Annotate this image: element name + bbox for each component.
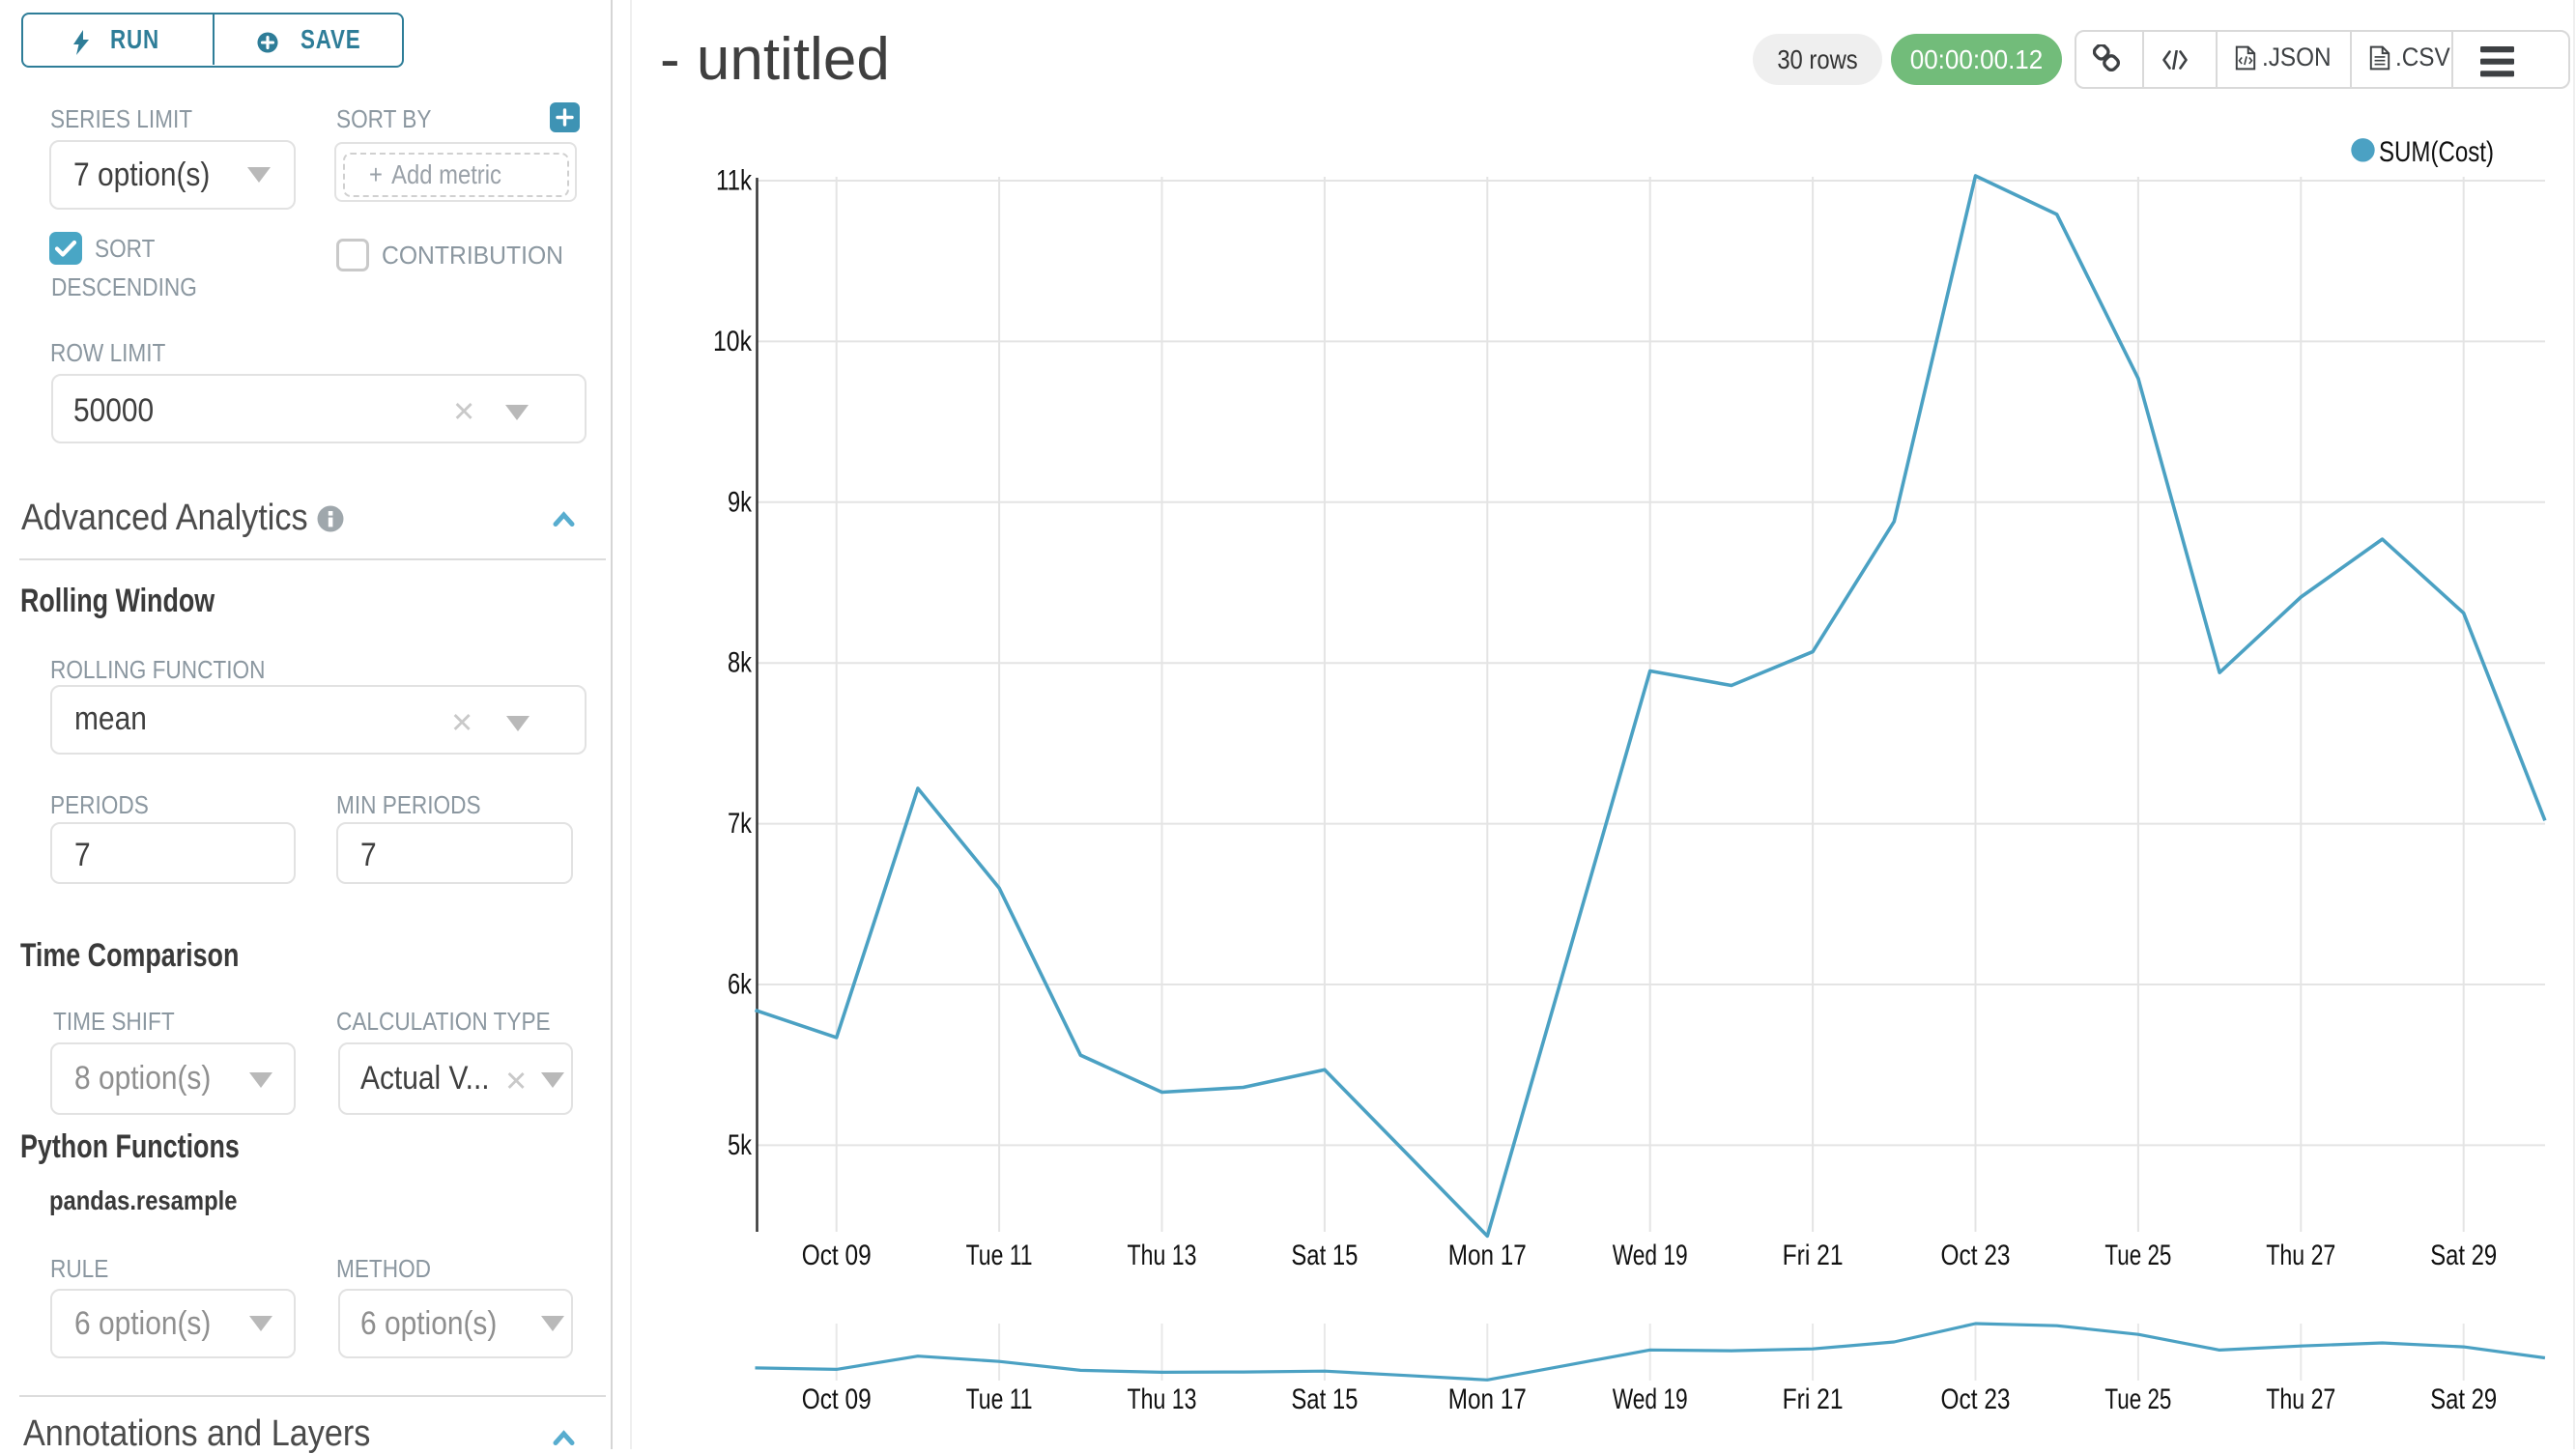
svg-text:9k: 9k [728,486,753,518]
svg-text:Thu 13: Thu 13 [1128,1383,1197,1415]
svg-text:Tue 25: Tue 25 [2104,1383,2171,1415]
svg-text:10k: 10k [713,326,753,357]
svg-text:11k: 11k [716,165,753,197]
svg-text:8k: 8k [728,647,753,679]
svg-text:Oct 23: Oct 23 [1941,1383,2011,1415]
svg-text:Thu 27: Thu 27 [2266,1383,2335,1415]
svg-text:SUM(Cost): SUM(Cost) [2379,136,2494,168]
svg-text:Oct 23: Oct 23 [1941,1240,2011,1271]
svg-text:Mon 17: Mon 17 [1448,1240,1527,1271]
svg-text:Oct 09: Oct 09 [802,1240,872,1271]
svg-text:Sat 15: Sat 15 [1291,1383,1358,1415]
svg-text:6k: 6k [728,969,753,1001]
svg-text:Oct 09: Oct 09 [802,1383,872,1415]
svg-text:Tue 11: Tue 11 [966,1383,1033,1415]
svg-text:Fri 21: Fri 21 [1783,1383,1844,1415]
svg-text:Wed 19: Wed 19 [1613,1383,1688,1415]
svg-text:Thu 27: Thu 27 [2266,1240,2335,1271]
svg-text:Sat 29: Sat 29 [2430,1383,2497,1415]
svg-text:Wed 19: Wed 19 [1613,1240,1688,1271]
svg-text:Sat 29: Sat 29 [2430,1240,2497,1271]
svg-text:Fri 21: Fri 21 [1783,1240,1844,1271]
svg-text:Sat 15: Sat 15 [1291,1240,1358,1271]
svg-text:Tue 11: Tue 11 [966,1240,1033,1271]
svg-text:Thu 13: Thu 13 [1128,1240,1197,1271]
svg-text:7k: 7k [728,808,753,840]
svg-text:5k: 5k [728,1129,753,1161]
svg-text:Tue 25: Tue 25 [2104,1240,2171,1271]
svg-text:Mon 17: Mon 17 [1448,1383,1527,1415]
